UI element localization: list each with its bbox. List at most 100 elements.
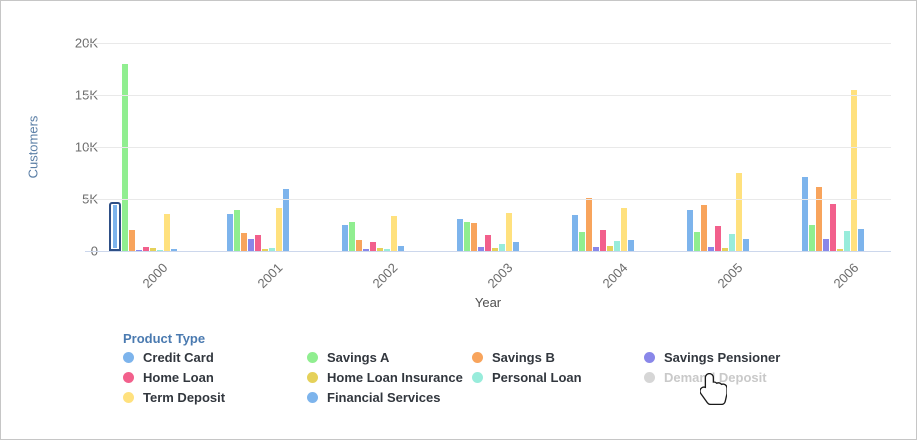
bar[interactable] xyxy=(376,248,383,251)
bar[interactable] xyxy=(156,250,163,251)
gridline xyxy=(85,43,891,44)
legend-item-term-deposit[interactable]: Term Deposit xyxy=(123,391,307,404)
bar[interactable] xyxy=(128,230,135,251)
bar[interactable] xyxy=(572,215,579,251)
bar[interactable] xyxy=(149,248,156,251)
legend-dot-icon xyxy=(644,352,655,363)
bar[interactable] xyxy=(233,210,240,251)
bar[interactable] xyxy=(823,239,830,251)
legend-dot-icon xyxy=(307,372,318,383)
bar[interactable] xyxy=(240,233,247,251)
bar[interactable] xyxy=(687,210,694,251)
bar[interactable] xyxy=(816,187,823,251)
bar[interactable] xyxy=(383,249,390,251)
x-tick-label: 2006 xyxy=(829,260,862,292)
bar[interactable] xyxy=(275,208,282,251)
bar[interactable] xyxy=(355,240,362,251)
bar[interactable] xyxy=(135,250,142,251)
bar[interactable] xyxy=(348,222,355,251)
bar[interactable] xyxy=(736,173,743,251)
bar[interactable] xyxy=(470,223,477,251)
bar[interactable] xyxy=(586,198,593,251)
bar[interactable] xyxy=(247,239,254,251)
legend-item-label: Savings A xyxy=(327,350,390,365)
bar[interactable] xyxy=(142,247,149,251)
legend-item-label: Personal Loan xyxy=(492,370,582,385)
bar[interactable] xyxy=(837,249,844,251)
bar[interactable] xyxy=(830,204,837,251)
bar-group xyxy=(315,43,430,251)
legend-item-label: Financial Services xyxy=(327,390,441,405)
x-tick-slot: 2004 xyxy=(546,251,661,297)
legend-dot-icon xyxy=(123,392,134,403)
bar[interactable] xyxy=(743,239,750,251)
bar[interactable] xyxy=(477,247,484,251)
legend-dot-icon xyxy=(472,372,483,383)
bar[interactable] xyxy=(282,189,289,251)
legend-item-financial-services[interactable]: Financial Services xyxy=(307,391,472,404)
legend-item-home-loan[interactable]: Home Loan xyxy=(123,371,307,384)
legend-item-credit-card[interactable]: Credit Card xyxy=(123,351,307,364)
bar[interactable] xyxy=(397,246,404,251)
bar[interactable] xyxy=(505,213,512,251)
legend-dot-icon xyxy=(472,352,483,363)
bar[interactable] xyxy=(369,242,376,251)
bar[interactable] xyxy=(121,64,128,251)
bar[interactable] xyxy=(851,90,858,251)
x-tick-label: 2000 xyxy=(139,260,171,292)
legend-item-personal-loan[interactable]: Personal Loan xyxy=(472,371,644,384)
legend-item-label: Savings B xyxy=(492,350,555,365)
legend-item-label: Home Loan xyxy=(143,370,214,385)
bar[interactable] xyxy=(614,241,621,251)
x-tick-slot: 2003 xyxy=(430,251,545,297)
bar-group xyxy=(200,43,315,251)
bar[interactable] xyxy=(498,244,505,251)
bar[interactable] xyxy=(722,248,729,251)
bar[interactable] xyxy=(390,216,397,251)
bar[interactable] xyxy=(484,235,491,251)
bar[interactable] xyxy=(170,249,177,251)
bar-group xyxy=(85,43,200,251)
bar[interactable] xyxy=(463,222,470,251)
bar[interactable] xyxy=(108,202,121,251)
bar[interactable] xyxy=(341,225,348,251)
gridline xyxy=(85,147,891,148)
bar[interactable] xyxy=(268,248,275,251)
bar[interactable] xyxy=(858,229,865,251)
legend-title: Product Type xyxy=(123,331,206,346)
bar[interactable] xyxy=(729,234,736,251)
bar[interactable] xyxy=(708,247,715,251)
bar[interactable] xyxy=(694,232,701,251)
bar[interactable] xyxy=(809,225,816,251)
bar[interactable] xyxy=(254,235,261,251)
bar[interactable] xyxy=(261,249,268,251)
legend-item-home-loan-insurance[interactable]: Home Loan Insurance xyxy=(307,371,472,384)
bar[interactable] xyxy=(844,231,851,251)
bar[interactable] xyxy=(621,208,628,251)
bar[interactable] xyxy=(607,246,614,251)
x-tick-slot: 2005 xyxy=(661,251,776,297)
legend-item-savings-a[interactable]: Savings A xyxy=(307,351,472,364)
legend-item-label: Home Loan Insurance xyxy=(327,370,463,385)
bar[interactable] xyxy=(600,230,607,251)
bar[interactable] xyxy=(512,242,519,251)
x-axis-baseline xyxy=(85,251,891,252)
bar[interactable] xyxy=(163,214,170,251)
bar[interactable] xyxy=(579,232,586,251)
bar[interactable] xyxy=(491,248,498,251)
bar[interactable] xyxy=(456,219,463,251)
bar[interactable] xyxy=(715,226,722,251)
bar-group xyxy=(430,43,545,251)
bar[interactable] xyxy=(362,249,369,251)
legend-item-savings-b[interactable]: Savings B xyxy=(472,351,644,364)
bar[interactable] xyxy=(226,214,233,251)
bar[interactable] xyxy=(701,205,708,251)
legend-item-savings-pensioner[interactable]: Savings Pensioner xyxy=(644,351,780,364)
legend-item-label: Savings Pensioner xyxy=(664,350,781,365)
legend-dot-icon xyxy=(307,392,318,403)
legend-item-demand-deposit[interactable]: Demand Deposit xyxy=(644,371,780,384)
bar[interactable] xyxy=(593,247,600,251)
bar[interactable] xyxy=(628,240,635,251)
bar[interactable] xyxy=(802,177,809,251)
